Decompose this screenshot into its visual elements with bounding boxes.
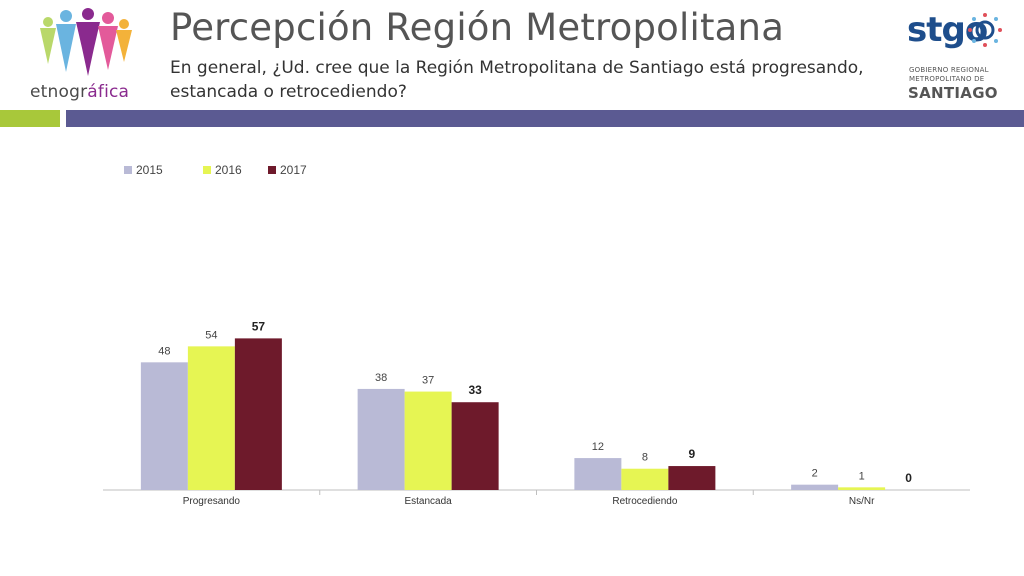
data-label: 2 — [812, 468, 818, 480]
bar-retrocediendo-2015 — [574, 458, 622, 490]
legend-label: 2016 — [215, 163, 242, 177]
legend-swatch — [203, 166, 211, 174]
legend-item-2016: 2016 — [203, 163, 242, 177]
legend-label: 2015 — [136, 163, 163, 177]
legend-label: 2017 — [280, 163, 307, 177]
bar-chart: 2015 2016 2017 48 54 57 Progresando 38 37 33 Estan… — [103, 163, 970, 507]
data-label: 0 — [905, 471, 912, 485]
data-label: 9 — [689, 447, 696, 461]
etnografica-wordmark: etnográfica — [30, 82, 130, 102]
logo-line-gobierno: GOBIERNO REGIONAL — [909, 66, 989, 74]
data-label: 54 — [205, 329, 217, 341]
bar-estancada-2015 — [357, 388, 405, 490]
bar-progresando-2015 — [140, 362, 188, 490]
data-label: 33 — [468, 383, 482, 397]
sun-rays-icon — [968, 13, 1002, 47]
bar-progresando-2017 — [234, 338, 282, 490]
data-label: 1 — [859, 470, 865, 482]
category-label: Ns/Nr — [849, 496, 875, 507]
data-label: 38 — [375, 372, 387, 384]
bar-ns-nr-2015 — [791, 484, 839, 490]
gobierno-regional-logo: stgo GOBIERNO REGIONAL METROPOLITANO DE … — [905, 8, 1010, 108]
bar-estancada-2017 — [451, 402, 499, 490]
data-label: 12 — [592, 441, 604, 453]
legend-item-2017: 2017 — [268, 163, 307, 177]
legend-item-2015: 2015 — [124, 163, 163, 177]
category-label: Estancada — [404, 496, 452, 507]
legend-swatch — [268, 166, 276, 174]
category-label: Progresando — [183, 496, 241, 507]
stgo-wordmark: stgo — [907, 10, 988, 50]
header-band-purple — [66, 110, 1024, 127]
data-label: 8 — [642, 452, 648, 464]
legend-swatch — [124, 166, 132, 174]
question-subtitle: En general, ¿Ud. cree que la Región Metr… — [170, 58, 864, 102]
etnografica-logo: etnográfica — [30, 8, 142, 104]
category-label: Retrocediendo — [612, 496, 677, 507]
data-label: 37 — [422, 375, 434, 387]
logo-line-metropolitano: METROPOLITANO DE — [909, 75, 985, 83]
data-label: 57 — [252, 319, 266, 333]
bar-estancada-2016 — [404, 391, 452, 490]
logo-line-santiago: SANTIAGO — [908, 84, 998, 102]
page-title: Percepción Región Metropolitana — [170, 6, 785, 49]
people-figures-icon — [40, 8, 132, 76]
bar-progresando-2016 — [187, 346, 235, 490]
data-label: 48 — [158, 345, 170, 357]
bar-retrocediendo-2017 — [668, 466, 716, 490]
bar-ns-nr-2016 — [838, 487, 886, 490]
header-band-green — [0, 110, 60, 127]
bar-retrocediendo-2016 — [621, 468, 669, 490]
